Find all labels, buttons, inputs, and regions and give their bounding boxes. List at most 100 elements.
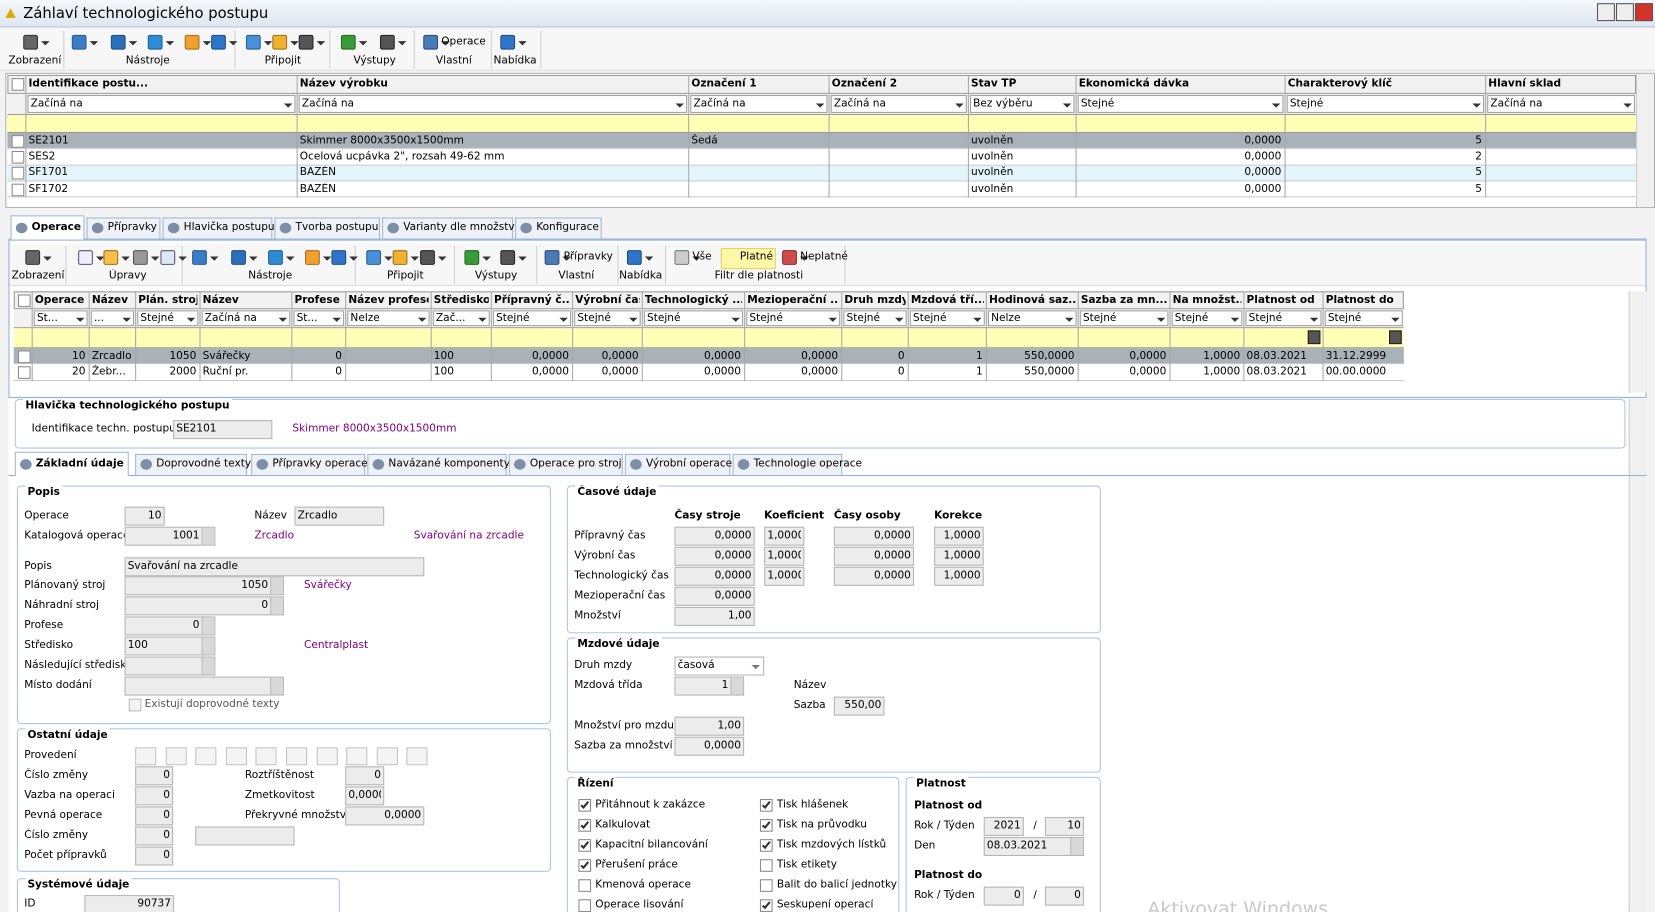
checkbox[interactable] [18,366,31,379]
dropdown-arrow [122,318,130,322]
grid-cell: 0 [844,349,904,364]
icon[interactable] [211,35,226,50]
icon[interactable] [72,35,87,50]
grid-cell: 00.00.0000 [1326,365,1401,380]
icon[interactable] [133,250,148,265]
spin-button[interactable] [730,678,743,695]
icon[interactable] [331,250,346,265]
icon[interactable] [341,35,356,50]
icon[interactable] [246,35,261,50]
checkbox[interactable] [578,899,591,912]
input[interactable] [195,826,294,845]
checkbox[interactable] [12,135,25,148]
icon[interactable] [305,250,320,265]
icon[interactable] [299,35,314,50]
input[interactable] [286,747,307,765]
icon[interactable] [23,35,38,50]
icon[interactable] [500,35,515,50]
window-button[interactable] [1597,3,1615,21]
column-header: Název výrobku [300,77,686,92]
grid-cell: 0,0000 [747,365,838,380]
input-value: 550,00 [837,699,881,714]
spin-button[interactable] [270,577,283,594]
icon[interactable] [782,250,797,265]
checkbox[interactable] [12,183,25,196]
input[interactable] [256,747,277,765]
spin-button[interactable] [202,638,215,655]
icon[interactable] [420,250,435,265]
icon[interactable] [231,250,246,265]
icon[interactable] [627,250,642,265]
checkbox[interactable] [760,859,773,872]
icon[interactable] [380,35,395,50]
checkbox[interactable] [129,699,142,712]
icon[interactable] [103,250,118,265]
icon[interactable] [674,250,689,265]
icon[interactable] [464,250,479,265]
calendar-icon[interactable] [1389,330,1402,344]
input[interactable] [195,747,216,765]
icon[interactable] [185,35,200,50]
spin-button[interactable] [202,658,215,675]
dropdown-arrow [384,256,392,260]
calendar-icon[interactable] [1308,330,1321,344]
checkbox[interactable] [12,78,25,91]
field-label: Středisko [24,639,73,654]
icon[interactable] [366,250,381,265]
checkbox[interactable] [12,151,25,164]
icon[interactable] [111,35,126,50]
window-button[interactable] [1635,3,1653,21]
input-value: 0,0000 [348,788,381,803]
input[interactable] [346,747,367,765]
icon[interactable] [78,250,93,265]
column-header: Stav TP [971,77,1073,92]
input[interactable] [407,747,428,765]
dropdown-arrow [187,318,195,322]
input[interactable] [226,747,247,765]
icon[interactable] [192,250,207,265]
checkbox[interactable] [578,879,591,892]
filter-value: Začíná na [31,97,281,112]
grid-cell: 0,0000 [1079,182,1282,197]
dropdown-arrow [43,256,51,260]
link: Centralplast [304,639,368,654]
column-separator [744,291,745,380]
icon[interactable] [393,250,408,265]
icon[interactable] [500,250,515,265]
dropdown-arrow [731,318,739,322]
grid-cell: 0,0000 [645,365,741,380]
spin-button[interactable] [1070,838,1083,855]
input-value: 1,0000 [937,569,980,584]
group-separator [491,31,492,69]
icon[interactable] [160,250,175,265]
checkbox-label: Tisk etikety [777,858,837,873]
icon[interactable] [25,250,40,265]
checkbox[interactable] [18,350,31,363]
input[interactable] [377,747,398,765]
spin-button[interactable] [270,678,283,695]
icon[interactable] [148,35,163,50]
field-label: Technologický čas [574,569,669,584]
column-separator [572,291,573,380]
dropdown-arrow [973,318,981,322]
spin-button[interactable] [270,597,283,614]
checkbox[interactable] [760,879,773,892]
column-header: Druh mzdy [844,293,905,308]
icon[interactable] [268,250,283,265]
input[interactable] [316,747,337,765]
checkbox[interactable] [18,294,31,307]
input[interactable] [165,747,186,765]
input[interactable] [135,747,156,765]
spin-button[interactable] [202,528,215,545]
column-header: Přípravný č... [494,293,570,308]
input[interactable] [125,677,284,696]
grid-cell: 5 [1288,166,1482,181]
field-label: Sazba za množství [574,739,672,754]
spin-button[interactable] [202,617,215,634]
icon[interactable] [272,35,287,50]
checkbox-label: Kalkulovat [595,818,650,833]
checkbox[interactable] [12,167,25,180]
icon[interactable] [545,250,560,265]
icon[interactable] [423,35,438,50]
window-button[interactable] [1616,3,1634,21]
